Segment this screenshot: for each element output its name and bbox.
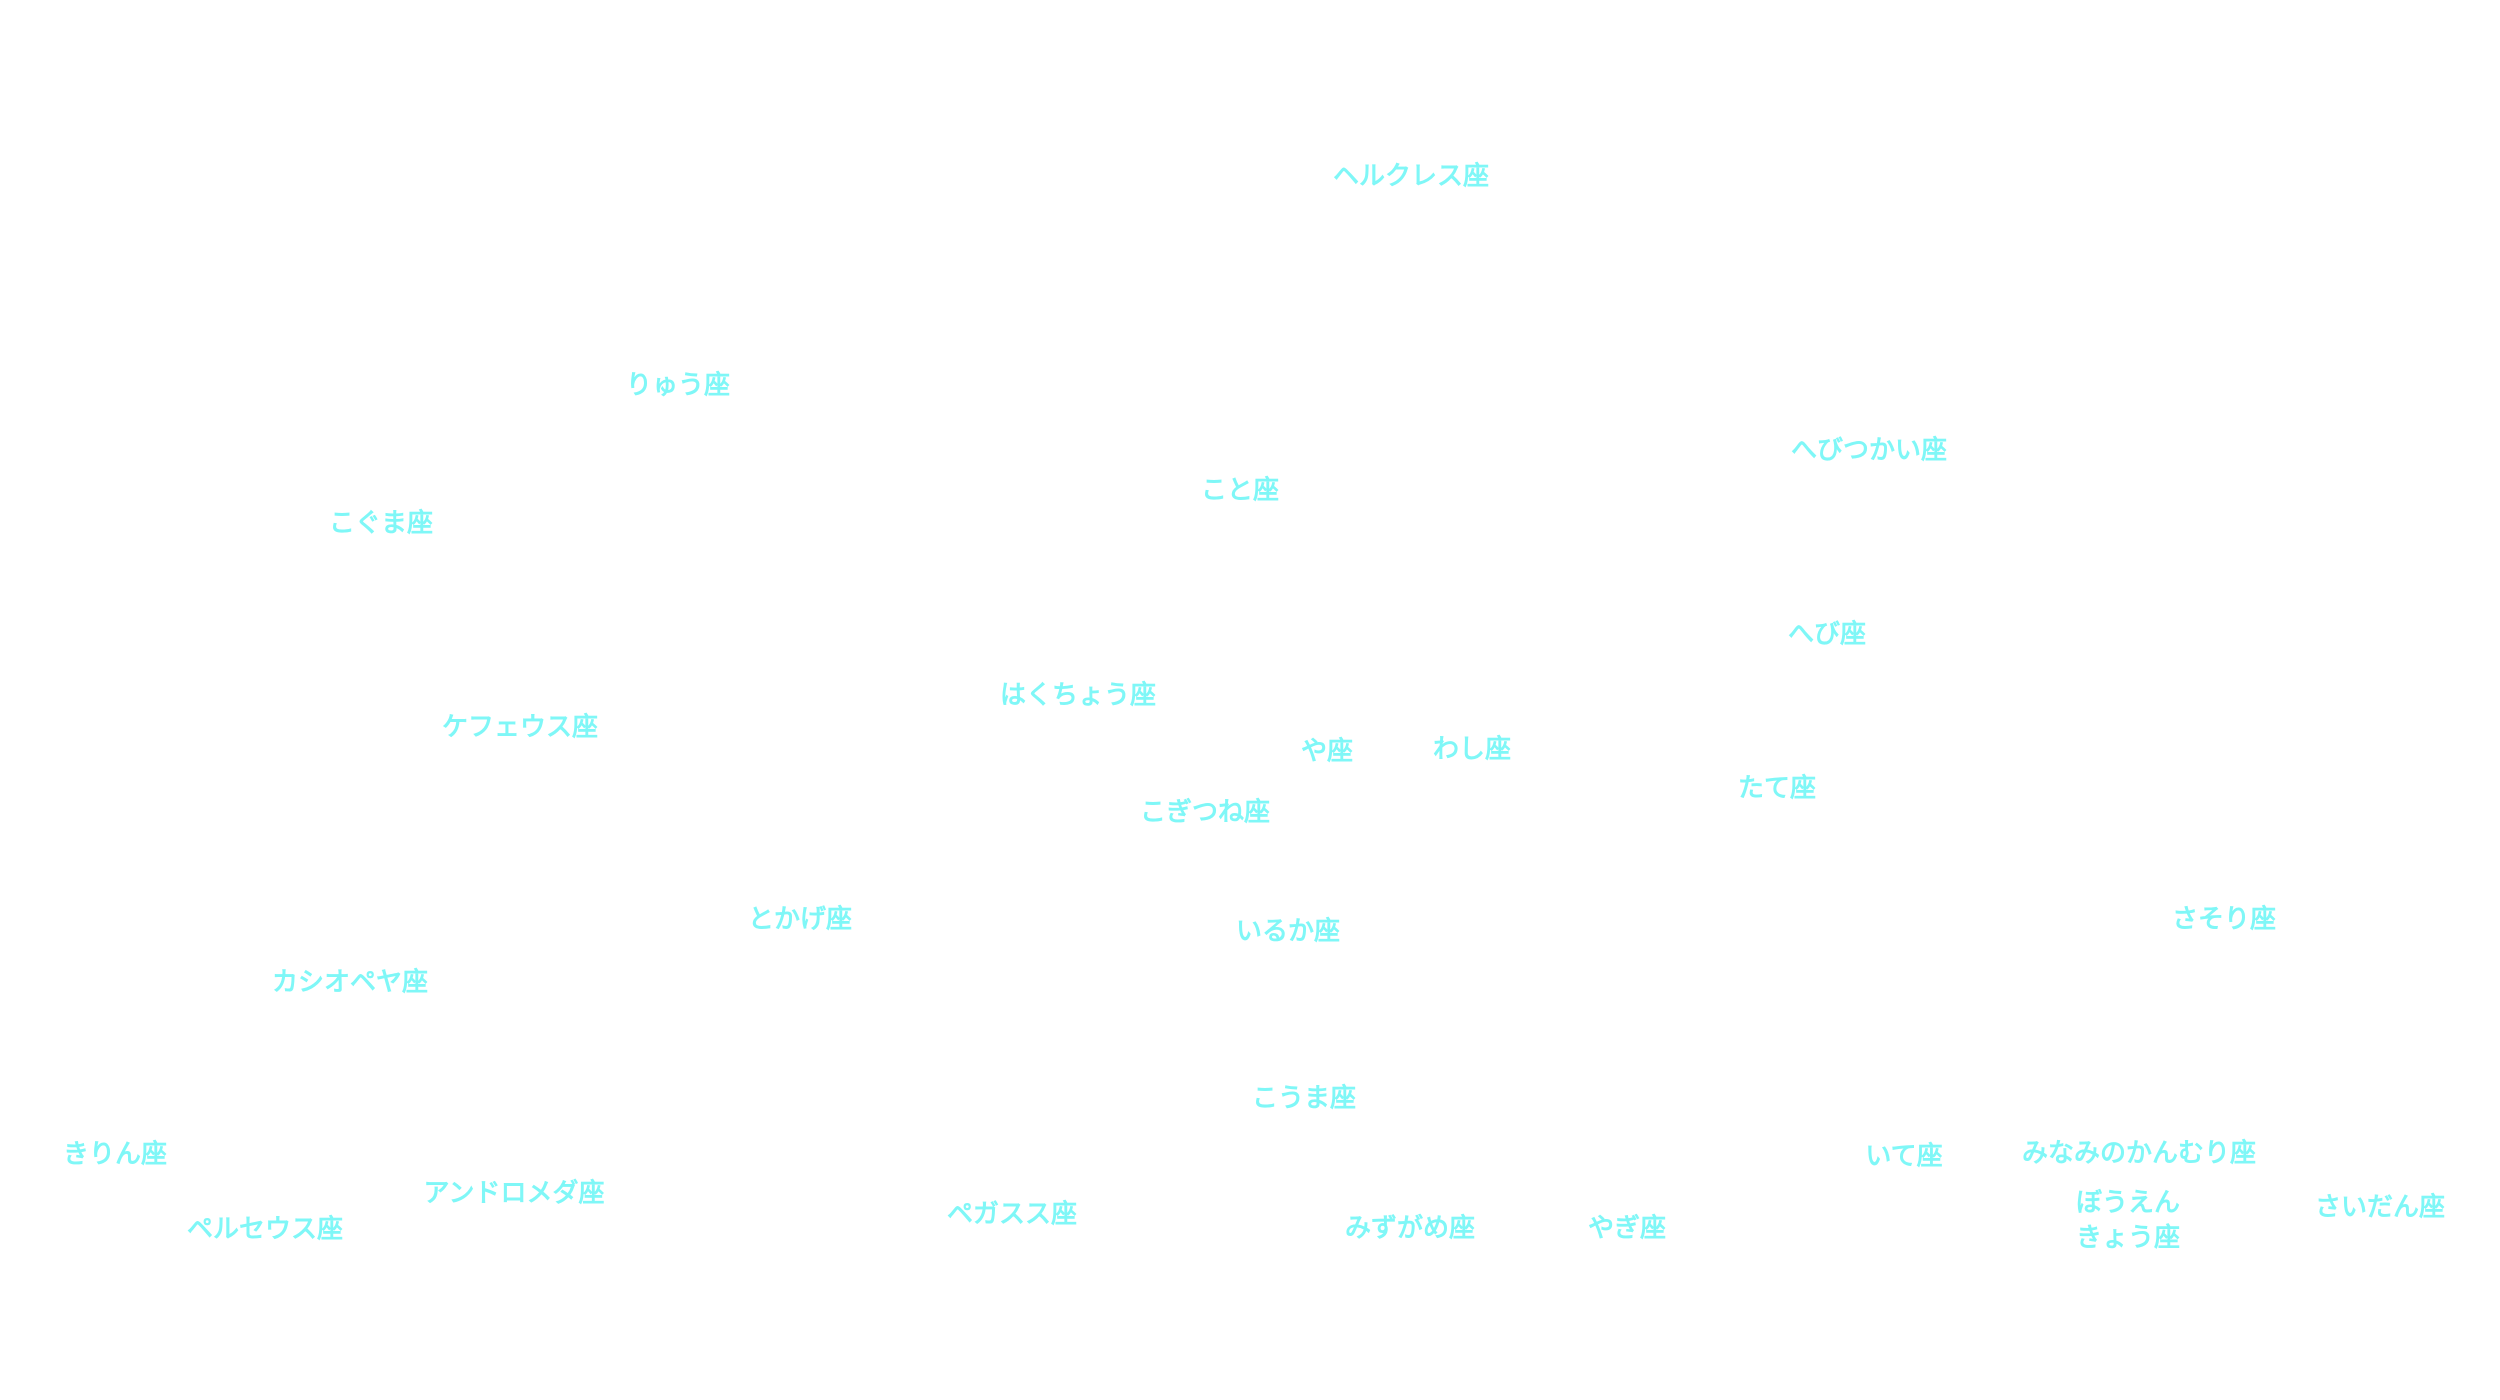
label-ophiuchus[interactable]: へびつかい座	[1790, 435, 1948, 466]
label-cygnus[interactable]: はくちょう座	[999, 680, 1157, 711]
label-cepheus[interactable]: ケフェウス座	[441, 712, 599, 743]
label-aquila[interactable]: わし座	[1432, 734, 1512, 765]
label-ursa-minor[interactable]: こぐま座	[328, 508, 434, 539]
label-serpens[interactable]: へび座	[1787, 619, 1867, 650]
label-andromeda[interactable]: アンドロメダ座	[423, 1178, 605, 1209]
label-telescopium-line-2: きょう座	[2075, 1223, 2181, 1253]
label-delphinus[interactable]: いるか座	[1235, 916, 1341, 947]
label-ara[interactable]: さいだん座	[2314, 1192, 2446, 1223]
label-scutum[interactable]: たて座	[1737, 773, 1817, 804]
label-pegasus[interactable]: ペガスス座	[946, 1199, 1078, 1230]
label-telescopium-line-1: ぼうえん	[2075, 1188, 2181, 1218]
label-lyra[interactable]: こと座	[1200, 475, 1280, 506]
label-aquarius[interactable]: みずがめ座	[1344, 1213, 1476, 1244]
label-cassiopeia[interactable]: カシオペヤ座	[271, 967, 429, 998]
label-telescopium[interactable]: ぼうえん きょう座	[2076, 1186, 2180, 1256]
label-scorpius[interactable]: さそり座	[2171, 904, 2277, 935]
label-hercules[interactable]: ヘルクレス座	[1332, 161, 1490, 192]
label-perseus[interactable]: ペルセウス座	[186, 1214, 344, 1245]
label-draco[interactable]: りゅう座	[625, 370, 731, 401]
label-lacerta[interactable]: とかげ座	[747, 904, 853, 935]
label-vulpecula[interactable]: こぎつね座	[1139, 797, 1271, 828]
label-camelopardalis[interactable]: きりん座	[62, 1139, 168, 1170]
label-sagitta[interactable]: や座	[1300, 736, 1354, 767]
label-sagittarius[interactable]: いて座	[1865, 1141, 1943, 1172]
label-corona-australis[interactable]: みなみのかんむり座	[2021, 1138, 2257, 1169]
label-equuleus[interactable]: こうま座	[1251, 1083, 1357, 1114]
label-capricornus[interactable]: やぎ座	[1587, 1213, 1667, 1244]
